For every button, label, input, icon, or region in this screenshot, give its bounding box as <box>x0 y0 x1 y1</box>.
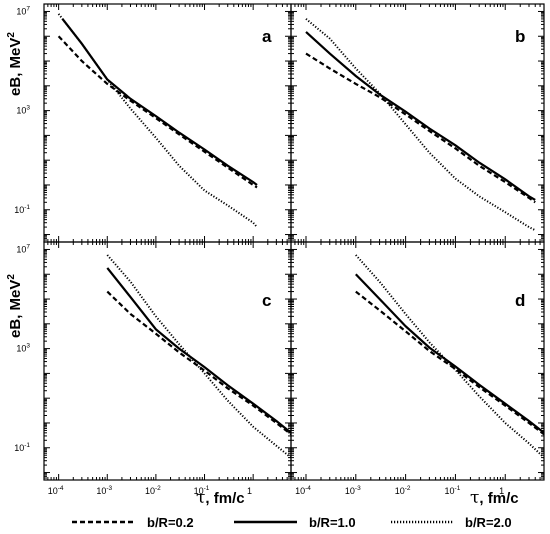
series-line-dotted <box>305 18 536 232</box>
series-line-dashed <box>57 35 258 189</box>
y-axis-title-top-sup: 2 <box>6 32 17 38</box>
x-tick-label: 1 <box>499 485 505 496</box>
series-group <box>355 254 544 459</box>
legend-label-dotted: b/R=2.0 <box>465 515 512 530</box>
x-tick-label: 10-4 <box>295 485 311 496</box>
x-tick-label-exp: -4 <box>305 485 311 492</box>
series-group <box>305 18 536 232</box>
y-tick-label-base: 10 <box>14 443 24 453</box>
panel-label-a: a <box>262 27 272 46</box>
series-line-dotted <box>355 254 544 459</box>
y-axis-title-bottom: eB, MeV2 <box>6 274 24 338</box>
x-tick-label-base: 1 <box>247 486 252 496</box>
y-tick-label-base: 10 <box>16 6 26 16</box>
x-tick-label: 10-4 <box>48 485 64 496</box>
series-line-solid <box>61 18 258 186</box>
x-tick-label-base: 10 <box>96 486 106 496</box>
x-tick-label-exp <box>252 485 253 492</box>
legend: b/R=0.2 b/R=1.0 b/R=2.0 <box>72 515 512 530</box>
x-axis-title-left-tau: τ <box>196 488 205 508</box>
x-tick-label-exp: -3 <box>355 485 361 492</box>
y-tick-label: 103 <box>16 343 30 354</box>
x-tick-label-exp: -3 <box>106 485 112 492</box>
series-line-dashed <box>305 52 536 204</box>
x-tick-label-exp: -2 <box>155 485 161 492</box>
series-line-solid <box>305 31 536 201</box>
x-tick-label-base: 10 <box>145 486 155 496</box>
x-tick-label-exp: -1 <box>204 485 210 492</box>
x-tick-label: 10-2 <box>395 485 411 496</box>
y-tick-label-base: 10 <box>16 106 26 116</box>
x-axis-title-right-rest: , fm/c <box>479 490 518 507</box>
x-tick-label-base: 1 <box>499 486 504 496</box>
y-tick-label-exp: -1 <box>24 204 30 211</box>
y-tick-label-base: 10 <box>16 344 26 354</box>
panel-label-b: b <box>515 27 525 46</box>
y-tick-label-exp: 7 <box>26 243 30 250</box>
panel-frame <box>43 241 292 481</box>
x-tick-label-exp: -4 <box>58 485 64 492</box>
x-axis-title-left-rest: , fm/c <box>205 490 244 507</box>
y-axis-title-top: eB, MeV2 <box>6 32 24 96</box>
y-tick-label: 10-1 <box>14 442 30 453</box>
x-tick-label-base: 10 <box>445 486 455 496</box>
y-axis-title-top-main: eB, MeV <box>7 38 24 96</box>
y-axis-title-bottom-main: eB, MeV <box>7 280 24 338</box>
y-tick-label-exp: 3 <box>26 343 30 350</box>
legend-label-dashed: b/R=0.2 <box>147 515 194 530</box>
y-axis-title-bottom-sup: 2 <box>6 274 17 280</box>
x-tick-label-base: 10 <box>395 486 405 496</box>
x-tick-label-base: 10 <box>48 486 58 496</box>
panel-label-c: c <box>262 291 271 310</box>
series-group <box>57 13 258 228</box>
y-tick-label-exp: 7 <box>26 5 30 12</box>
y-tick-label: 107 <box>16 5 30 16</box>
y-tick-label-base: 10 <box>14 205 24 215</box>
x-tick-label-exp: -2 <box>405 485 411 492</box>
x-axis-title-right: τ, fm/c <box>470 488 519 508</box>
y-tick-label-exp: -1 <box>24 442 30 449</box>
series-line-solid <box>106 267 291 434</box>
x-tick-label-base: 10 <box>194 486 204 496</box>
legend-label-solid: b/R=1.0 <box>309 515 356 530</box>
x-tick-label: 10-2 <box>145 485 161 496</box>
series-group <box>106 254 291 459</box>
y-tick-label: 103 <box>16 105 30 116</box>
y-tick-label: 10-1 <box>14 204 30 215</box>
x-tick-label: 10-3 <box>345 485 361 496</box>
series-line-solid <box>355 273 544 434</box>
y-tick-label-exp: 3 <box>26 105 30 112</box>
x-tick-label: 10-1 <box>194 485 210 496</box>
panel-label-d: d <box>515 291 525 310</box>
panel-b: b <box>290 3 545 243</box>
x-axis-title-left: τ, fm/c <box>196 488 245 508</box>
x-axis-title-right-tau: τ <box>470 488 479 508</box>
x-tick-label-exp: -1 <box>455 485 461 492</box>
x-tick-label: 1 <box>247 485 253 496</box>
panel-d: 10-4 10-3 10-2 10-1 1 d <box>290 241 545 496</box>
y-tick-label: 107 <box>16 243 30 254</box>
panel-frame <box>290 241 545 481</box>
panel-frame <box>43 3 292 243</box>
x-tick-label-base: 10 <box>295 486 305 496</box>
series-line-dotted <box>106 254 291 459</box>
x-tick-label: 10-3 <box>96 485 112 496</box>
x-tick-label: 10-1 <box>445 485 461 496</box>
series-line-dashed <box>106 290 291 436</box>
series-line-dashed <box>355 290 544 436</box>
y-tick-label-base: 10 <box>16 244 26 254</box>
x-tick-label-base: 10 <box>345 486 355 496</box>
